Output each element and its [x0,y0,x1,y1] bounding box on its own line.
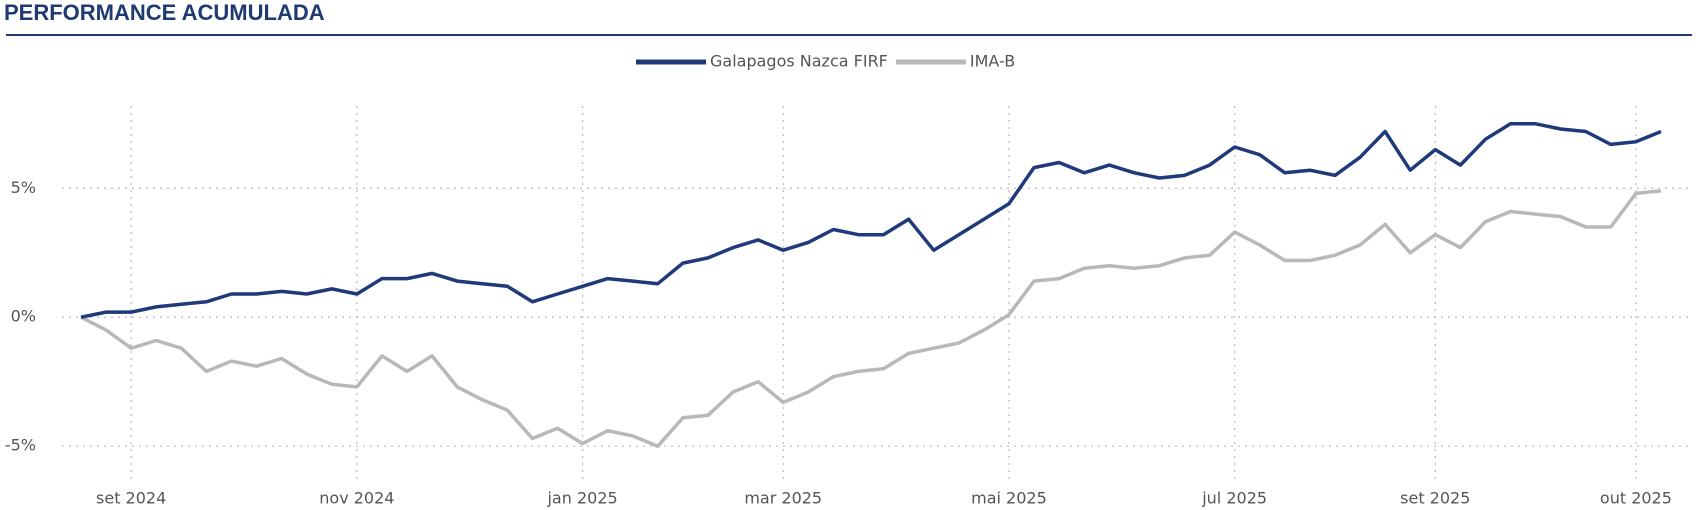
x-tick-label: nov 2024 [319,489,394,508]
x-tick-label: mai 2025 [971,489,1047,508]
x-tick-label: jan 2025 [546,489,617,508]
legend-label: IMA-B [970,52,1015,71]
y-tick-label: 0% [11,307,36,326]
x-tick-label: set 2025 [1400,489,1470,508]
x-tick-label: jul 2025 [1201,489,1267,508]
x-tick-label: out 2025 [1600,489,1672,508]
series-line [80,189,1662,448]
legend-label: Galapagos Nazca FIRF [710,52,888,71]
series-line [80,122,1662,319]
chart-title: PERFORMANCE ACUMULADA [4,0,325,25]
x-tick-label: set 2024 [96,489,166,508]
y-tick-label: -5% [5,436,36,455]
y-tick-label: 5% [11,178,36,197]
x-tick-label: mar 2025 [744,489,822,508]
